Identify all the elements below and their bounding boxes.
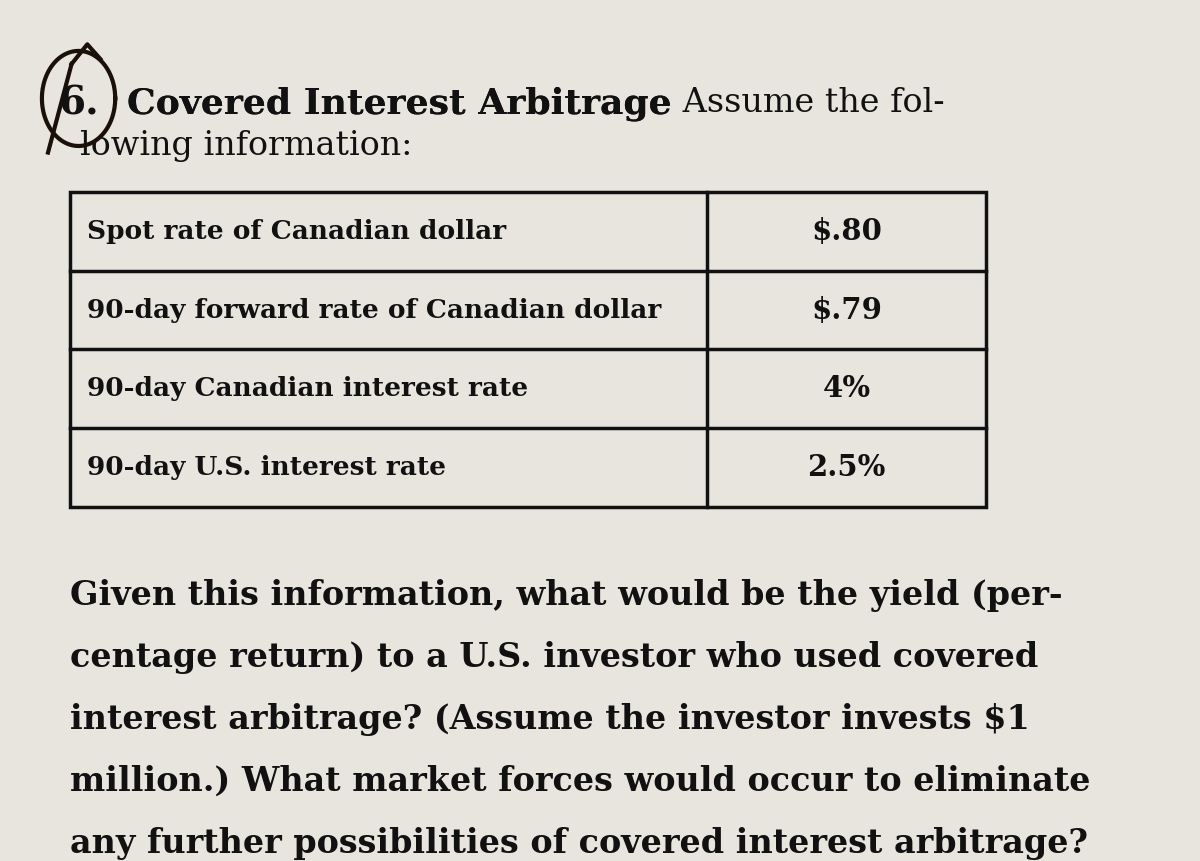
Text: any further possibilities of covered interest arbitrage?: any further possibilities of covered int… <box>70 827 1088 860</box>
Text: 6.: 6. <box>59 84 98 122</box>
Bar <box>70 192 986 507</box>
Text: interest arbitrage? (Assume the investor invests $1: interest arbitrage? (Assume the investor… <box>70 703 1030 736</box>
Text: $.80: $.80 <box>811 217 882 246</box>
Text: Assume the fol-: Assume the fol- <box>672 87 944 120</box>
Text: 90-day Canadian interest rate: 90-day Canadian interest rate <box>88 376 528 401</box>
Text: Covered Interest Arbitrage: Covered Interest Arbitrage <box>126 86 671 121</box>
Text: $.79: $.79 <box>811 295 882 325</box>
Text: lowing information:: lowing information: <box>80 130 413 162</box>
Text: 2.5%: 2.5% <box>808 453 886 482</box>
Text: Covered Interest Arbitrage: Covered Interest Arbitrage <box>126 86 671 121</box>
Text: 90-day forward rate of Canadian dollar: 90-day forward rate of Canadian dollar <box>88 298 661 323</box>
Text: 4%: 4% <box>823 375 871 403</box>
Text: centage return) to a U.S. investor who used covered: centage return) to a U.S. investor who u… <box>70 641 1038 674</box>
Text: 90-day U.S. interest rate: 90-day U.S. interest rate <box>88 455 446 480</box>
Text: Given this information, what would be the yield (per-: Given this information, what would be th… <box>70 579 1062 612</box>
Text: million.) What market forces would occur to eliminate: million.) What market forces would occur… <box>70 765 1091 798</box>
Text: Spot rate of Canadian dollar: Spot rate of Canadian dollar <box>88 219 506 244</box>
